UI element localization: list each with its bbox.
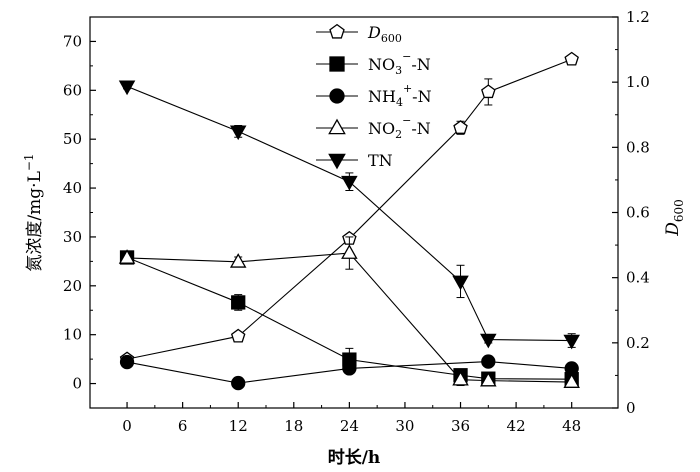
- legend-label-part: −: [402, 114, 411, 127]
- y-right-tick-label: 0.6: [626, 204, 650, 222]
- series-line-tn: [126, 85, 572, 342]
- x-tick-label: 42: [507, 417, 526, 435]
- series-layer: [118, 51, 580, 391]
- data-point-tn: [229, 125, 247, 141]
- y-left-tick-label: 60: [63, 81, 82, 99]
- data-point-no2: [480, 371, 497, 387]
- data-point-nh4: [564, 361, 579, 376]
- data-point-tn: [341, 175, 358, 191]
- legend-item-no2: NO2−-N: [316, 114, 431, 141]
- series-no2: [118, 236, 580, 388]
- y-right-axis-title-text: D: [663, 222, 683, 237]
- y-left-tick-label: 50: [63, 130, 82, 148]
- data-point-no3: [231, 295, 246, 310]
- legend-item-tn: TN: [316, 151, 393, 170]
- legend-marker-tn: [328, 153, 346, 170]
- x-tick-label: 24: [340, 417, 359, 435]
- legend-label-part: 600: [381, 32, 402, 45]
- legend-label-part: -N: [412, 87, 431, 106]
- data-point-nh4: [481, 354, 496, 369]
- y-left-axis-title-text: 氮浓度/mg·L: [25, 171, 45, 271]
- legend-label-part: 2: [395, 128, 402, 141]
- legend-label-part: -N: [411, 55, 430, 74]
- series-line-no2: [127, 252, 572, 383]
- axes: 0 6 12 18 24 30 36 42 4801020304050607000.20.40.…: [22, 8, 686, 468]
- legend-label-part: NH: [368, 87, 396, 106]
- data-point-no2: [341, 244, 358, 259]
- legend-label-no3: NO3−-N: [368, 50, 431, 77]
- legend-label-part: −: [402, 50, 411, 63]
- data-point-no2: [229, 253, 247, 268]
- y-right-tick-label: 1.2: [626, 8, 650, 26]
- data-point-no2: [118, 249, 136, 264]
- legend-item-no3: NO3−-N: [316, 50, 431, 77]
- legend-label-part: TN: [368, 151, 393, 170]
- y-left-tick-label: 70: [63, 32, 82, 50]
- y-left-axis-title: 氮浓度/mg·L−1: [22, 153, 45, 271]
- series-d600: [119, 51, 579, 366]
- series-line-d600: [126, 58, 572, 360]
- legend-label-no2: NO2−-N: [368, 114, 431, 141]
- legend-label-d600: D600: [367, 23, 402, 45]
- y-right-tick-label: 0.2: [626, 334, 650, 352]
- y-left-tick-label: 0: [72, 375, 82, 393]
- x-tick-label: 48: [562, 417, 581, 435]
- data-point-nh4: [119, 354, 135, 370]
- legend-label-part: 4: [396, 96, 403, 109]
- legend-label-part: NO: [368, 119, 395, 138]
- y-right-tick-label: 0: [626, 399, 636, 417]
- legend-marker-no3: [329, 56, 345, 72]
- y-left-tick-label: 40: [63, 179, 82, 197]
- data-point-d600: [564, 51, 579, 66]
- x-tick-label: 6: [178, 417, 188, 435]
- data-point-nh4: [342, 361, 357, 376]
- y-right-axis-title: D600: [663, 199, 686, 237]
- y-left-tick-label: 30: [63, 228, 82, 246]
- plot-frame: [89, 16, 619, 409]
- legend-label-part: -N: [411, 119, 430, 138]
- legend-label-part: +: [403, 82, 412, 95]
- legend-label-part: D: [367, 23, 381, 42]
- x-tick-label: 30: [395, 417, 414, 435]
- series-tn: [118, 80, 580, 350]
- legend-label-tn: TN: [368, 151, 393, 170]
- x-tick-label: 0: [122, 417, 132, 435]
- y-left-axis-title-superscript: −1: [22, 153, 36, 171]
- y-right-tick-label: 0.8: [626, 138, 650, 156]
- legend-marker-nh4: [329, 88, 345, 104]
- y-right-tick-label: 0.4: [626, 269, 650, 287]
- legend-label-part: 3: [395, 64, 402, 77]
- legend-item-nh4: NH4+-N: [316, 82, 432, 109]
- legend-item-d600: D600: [316, 23, 402, 45]
- data-point-d600: [453, 120, 468, 134]
- data-point-d600: [481, 84, 496, 99]
- data-point-no2: [563, 373, 580, 388]
- data-point-d600: [230, 328, 246, 343]
- data-point-tn: [452, 275, 469, 291]
- x-tick-label: 36: [451, 417, 470, 435]
- y-left-tick-label: 10: [63, 326, 82, 344]
- y-right-axis-title-subscript: 600: [672, 199, 686, 222]
- series-line-no3: [126, 256, 572, 380]
- data-point-tn: [563, 334, 580, 350]
- legend-label-nh4: NH4+-N: [368, 82, 432, 109]
- x-tick-label: 12: [229, 417, 248, 435]
- data-point-no2: [452, 370, 469, 386]
- data-point-tn: [118, 80, 136, 96]
- data-point-tn: [480, 333, 497, 349]
- x-axis-title: 时长/h: [328, 447, 381, 468]
- legend-marker-no2: [328, 118, 346, 135]
- series-nh4: [119, 354, 579, 391]
- data-point-nh4: [231, 375, 246, 391]
- plot-border: [89, 16, 619, 409]
- legend-label-part: NO: [368, 55, 395, 74]
- y-right-tick-label: 1.0: [626, 73, 650, 91]
- legend-marker-d600: [329, 23, 345, 39]
- x-tick-label: 18: [284, 417, 303, 435]
- y-left-tick-label: 20: [63, 277, 82, 295]
